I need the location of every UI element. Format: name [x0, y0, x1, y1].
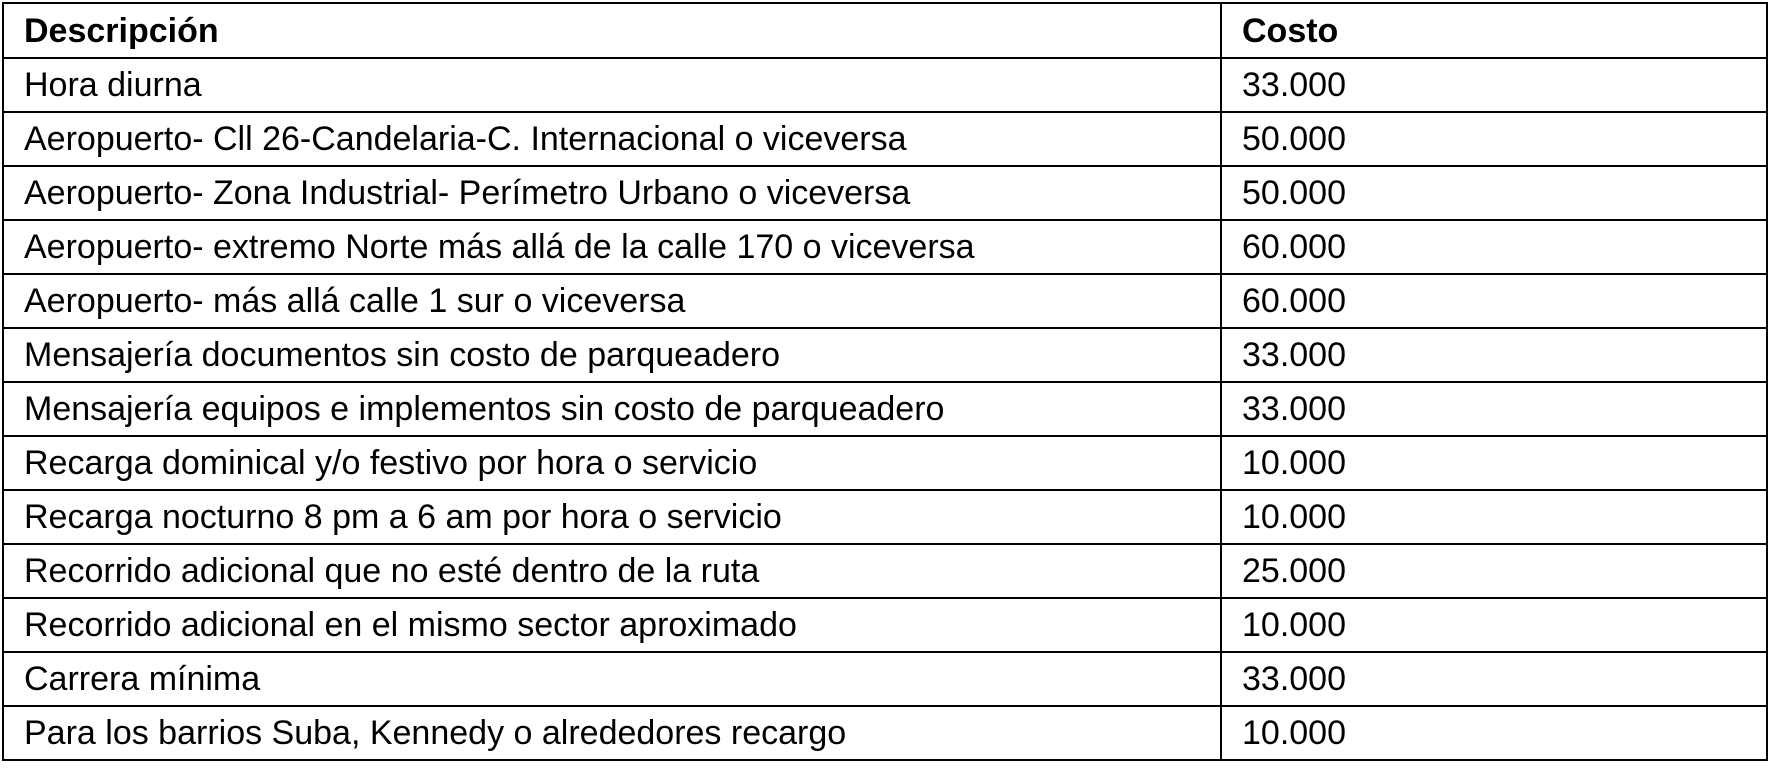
row-cost: 33.000 — [1220, 327, 1768, 383]
row-cost: 10.000 — [1220, 597, 1768, 653]
row-description: Aeropuerto- Cll 26-Candelaria-C. Interna… — [2, 111, 1222, 167]
row-cost: 33.000 — [1220, 57, 1768, 113]
row-description: Hora diurna — [2, 57, 1222, 113]
table-row: Recarga nocturno 8 pm a 6 am por hora o … — [2, 489, 1768, 545]
row-cost: 10.000 — [1220, 435, 1768, 491]
row-description: Mensajería documentos sin costo de parqu… — [2, 327, 1222, 383]
row-cost: 50.000 — [1220, 165, 1768, 221]
row-description: Carrera mínima — [2, 651, 1222, 707]
table-row: Aeropuerto- Zona Industrial- Perímetro U… — [2, 165, 1768, 221]
table-row: Carrera mínima 33.000 — [2, 651, 1768, 707]
row-cost: 60.000 — [1220, 273, 1768, 329]
table-row: Aeropuerto- más allá calle 1 sur o vicev… — [2, 273, 1768, 329]
row-cost: 33.000 — [1220, 381, 1768, 437]
row-cost: 25.000 — [1220, 543, 1768, 599]
row-description: Mensajería equipos e implementos sin cos… — [2, 381, 1222, 437]
row-cost: 10.000 — [1220, 705, 1768, 761]
table-row: Recarga dominical y/o festivo por hora o… — [2, 435, 1768, 491]
row-description: Recarga nocturno 8 pm a 6 am por hora o … — [2, 489, 1222, 545]
header-row: Descripción Costo — [2, 2, 1768, 59]
table-row: Aeropuerto- Cll 26-Candelaria-C. Interna… — [2, 111, 1768, 167]
row-cost: 50.000 — [1220, 111, 1768, 167]
header-cost: Costo — [1220, 2, 1768, 59]
table-row: Recorrido adicional que no esté dentro d… — [2, 543, 1768, 599]
table-row: Aeropuerto- extremo Norte más allá de la… — [2, 219, 1768, 275]
row-description: Recarga dominical y/o festivo por hora o… — [2, 435, 1222, 491]
row-cost: 10.000 — [1220, 489, 1768, 545]
row-description: Recorrido adicional en el mismo sector a… — [2, 597, 1222, 653]
table-row: Para los barrios Suba, Kennedy o alreded… — [2, 705, 1768, 761]
table-row: Recorrido adicional en el mismo sector a… — [2, 597, 1768, 653]
header-description: Descripción — [2, 2, 1222, 59]
price-table: Descripción Costo Hora diurna 33.000 Aer… — [2, 2, 1768, 761]
table-row: Mensajería equipos e implementos sin cos… — [2, 381, 1768, 437]
row-description: Aeropuerto- más allá calle 1 sur o vicev… — [2, 273, 1222, 329]
row-cost: 60.000 — [1220, 219, 1768, 275]
table-row: Mensajería documentos sin costo de parqu… — [2, 327, 1768, 383]
row-cost: 33.000 — [1220, 651, 1768, 707]
table-row: Hora diurna 33.000 — [2, 57, 1768, 113]
row-description: Recorrido adicional que no esté dentro d… — [2, 543, 1222, 599]
table-body: Hora diurna 33.000 Aeropuerto- Cll 26-Ca… — [2, 57, 1768, 761]
row-description: Para los barrios Suba, Kennedy o alreded… — [2, 705, 1222, 761]
table-header: Descripción Costo — [2, 2, 1768, 59]
row-description: Aeropuerto- extremo Norte más allá de la… — [2, 219, 1222, 275]
row-description: Aeropuerto- Zona Industrial- Perímetro U… — [2, 165, 1222, 221]
